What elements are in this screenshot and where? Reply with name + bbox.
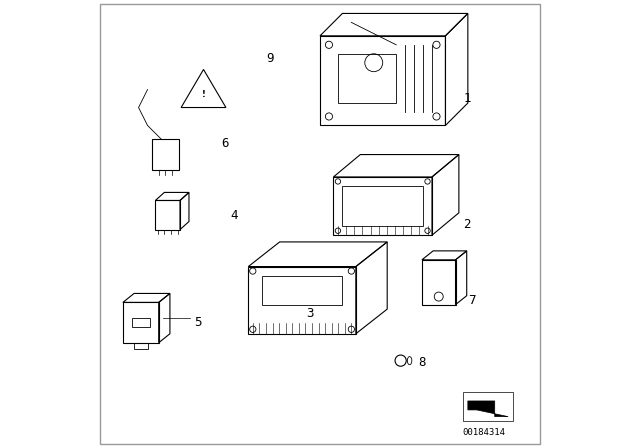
Text: 00184314: 00184314: [462, 428, 505, 437]
Text: 4: 4: [230, 208, 238, 222]
Text: 9: 9: [266, 52, 274, 65]
Text: 3: 3: [307, 307, 314, 320]
Text: 2: 2: [463, 217, 471, 231]
Text: 8: 8: [419, 356, 426, 370]
Bar: [463, 392, 513, 421]
Bar: [152, 139, 179, 170]
Text: 5: 5: [195, 316, 202, 329]
Text: 6: 6: [221, 137, 229, 150]
Text: 1: 1: [463, 92, 471, 105]
Bar: [134, 343, 148, 349]
Polygon shape: [468, 401, 508, 417]
Bar: [132, 318, 150, 327]
Text: 7: 7: [468, 293, 476, 307]
Text: !: !: [202, 90, 205, 99]
